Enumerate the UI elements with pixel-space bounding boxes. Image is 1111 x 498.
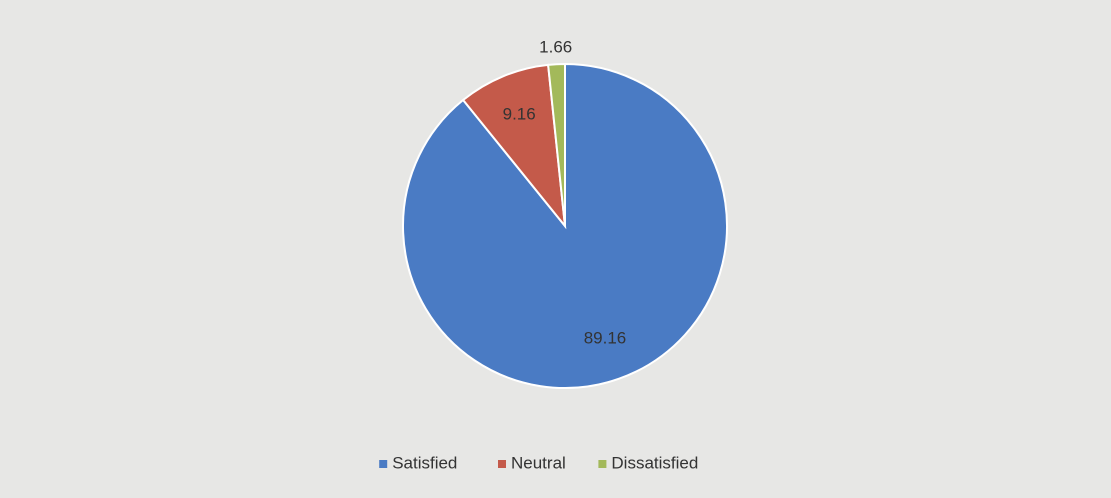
pie-slice: [461, 63, 567, 230]
legend-swatch: [598, 460, 607, 468]
pie-slice: [547, 62, 566, 227]
data-label: 89.16: [584, 329, 627, 348]
legend-swatch: [379, 460, 388, 468]
legend-swatch: [498, 460, 506, 468]
legend-label: Dissatisfied: [611, 453, 698, 472]
legend-label: Neutral: [511, 453, 566, 472]
legend-label: Satisfied: [392, 453, 457, 472]
data-label: 1.66: [539, 38, 572, 57]
data-label: 9.16: [503, 105, 536, 124]
